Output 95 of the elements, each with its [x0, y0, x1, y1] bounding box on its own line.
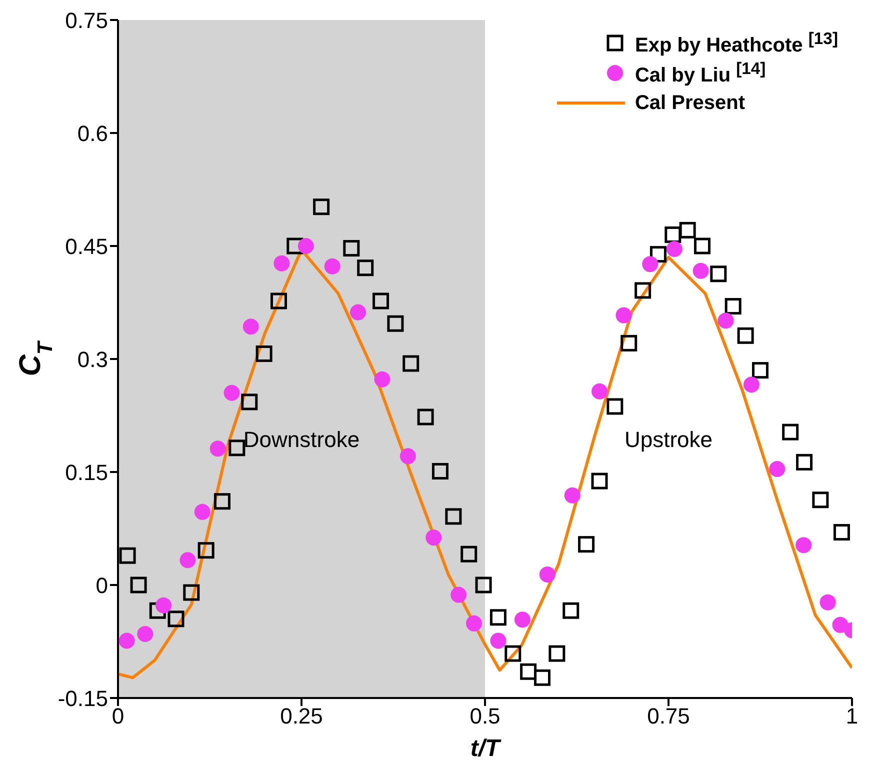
point — [539, 566, 556, 582]
point — [620, 334, 638, 352]
point — [475, 576, 492, 594]
x-tick-label: 0.5 — [470, 704, 500, 729]
point — [737, 327, 754, 344]
point — [298, 238, 314, 254]
point — [426, 530, 442, 546]
x-tick-label: 0.75 — [647, 704, 690, 729]
point — [256, 345, 272, 362]
point — [796, 537, 812, 554]
point — [490, 632, 506, 649]
point — [445, 508, 462, 525]
point — [450, 586, 467, 603]
x-tick-label: 0.25 — [280, 704, 323, 729]
point — [149, 602, 166, 619]
point — [156, 597, 172, 614]
point — [241, 394, 258, 410]
point — [466, 615, 482, 632]
point — [242, 318, 259, 335]
point — [357, 260, 374, 276]
point — [520, 663, 537, 680]
point — [130, 576, 147, 594]
legend-label: Exp by Heathcote $^{[13]}$ — [634, 28, 838, 58]
point — [534, 669, 550, 686]
point — [812, 492, 829, 508]
point — [180, 552, 196, 568]
point — [210, 440, 226, 457]
point — [752, 362, 768, 379]
point — [490, 609, 506, 626]
y-tick-label: 0.45 — [65, 234, 108, 259]
point — [591, 472, 608, 490]
point — [724, 298, 742, 315]
point — [432, 462, 448, 480]
point — [710, 266, 727, 282]
point — [606, 398, 624, 415]
point — [119, 547, 136, 564]
point — [820, 594, 836, 610]
point — [228, 440, 246, 456]
legend-label: Cal by Liu $^{[14]}$ — [634, 58, 766, 88]
point — [642, 256, 658, 272]
y-tick-label: 0.15 — [65, 460, 108, 485]
annotation: Downstroke — [243, 426, 360, 453]
point — [313, 198, 330, 216]
legend-label: Cal Present — [634, 92, 746, 114]
point — [504, 645, 522, 662]
point — [350, 304, 366, 320]
point — [650, 246, 666, 263]
point — [224, 384, 240, 401]
point — [692, 262, 709, 279]
x-axis-title: t/T — [470, 735, 502, 762]
y-tick-label: 0 — [96, 572, 108, 598]
point — [616, 307, 632, 324]
point — [194, 504, 210, 520]
point — [324, 258, 340, 274]
point — [183, 584, 200, 601]
annotation: Upstroke — [624, 426, 713, 453]
point — [270, 292, 287, 310]
point — [796, 454, 813, 470]
point — [743, 376, 760, 393]
point — [387, 315, 404, 332]
point — [679, 222, 696, 238]
point — [718, 312, 734, 329]
point — [118, 632, 135, 649]
y-tick-label: -0.15 — [58, 686, 108, 711]
point — [137, 626, 154, 642]
x-tick-label: 0 — [112, 704, 124, 729]
y-tick-label: 0.75 — [65, 8, 108, 33]
x-tick-label: 1 — [846, 704, 858, 729]
point — [214, 493, 230, 510]
point — [374, 371, 390, 388]
point — [168, 610, 184, 628]
point — [694, 238, 711, 254]
point — [666, 241, 682, 258]
point — [514, 612, 530, 628]
point — [782, 424, 799, 440]
point — [769, 460, 786, 477]
point — [578, 536, 595, 553]
point — [286, 238, 304, 254]
y-tick-label: 0.3 — [77, 346, 108, 372]
point — [400, 448, 416, 464]
point — [664, 226, 682, 243]
point — [564, 487, 580, 504]
point — [198, 542, 214, 559]
point — [372, 292, 390, 310]
point — [548, 645, 566, 662]
point — [417, 408, 434, 426]
point — [460, 546, 478, 562]
y-tick-label: 0.6 — [77, 120, 108, 146]
point — [274, 255, 290, 272]
point — [562, 602, 580, 619]
point — [833, 524, 850, 541]
point — [634, 282, 652, 299]
point — [402, 355, 420, 372]
point — [343, 240, 360, 257]
point — [592, 383, 608, 400]
